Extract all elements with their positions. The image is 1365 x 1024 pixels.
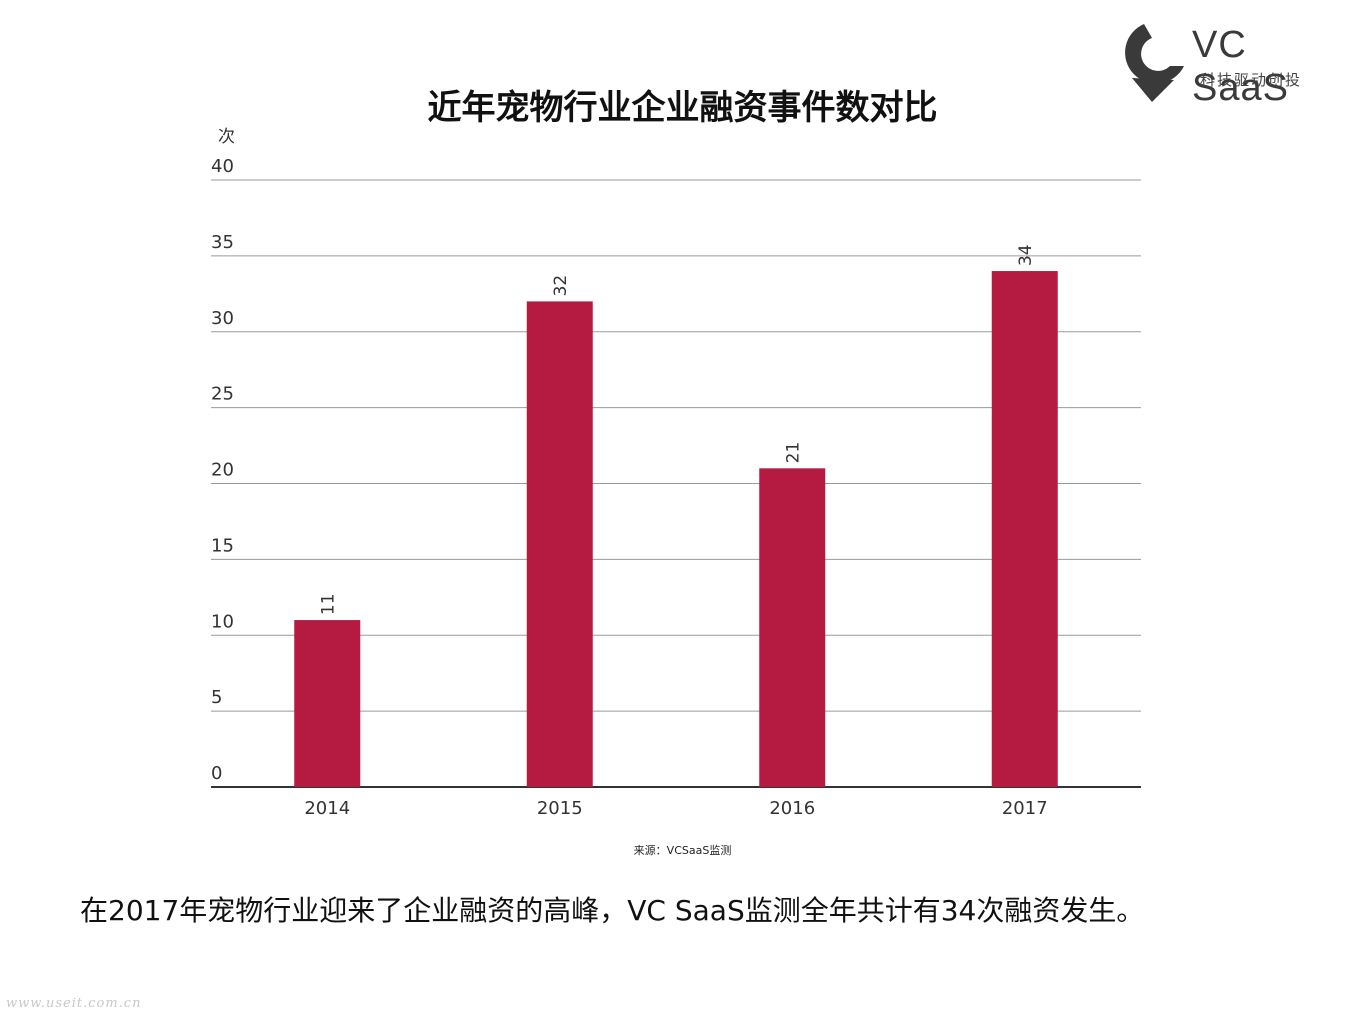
summary-caption: 在2017年宠物行业迎来了企业融资的高峰，VC SaaS监测全年共计有34次融资… [80,894,1145,927]
brand-logo: VC SaaS 科技驱动创投 [1118,22,1348,109]
bar-2014 [294,620,361,787]
x-tick-label: 2016 [769,798,815,819]
y-tick-label: 20 [211,460,234,481]
x-tick-label: 2014 [304,798,350,819]
vcsaas-logo-icon [1125,24,1184,102]
x-tick-label: 2015 [537,798,583,819]
brand-slogan: 科技驱动创投 [1200,71,1303,89]
bar-chart: 次 0 5 10 15 20 25 30 35 40 11 2014 32 2015 21 2016 34 20… [211,127,1141,819]
data-label-2016: 21 [783,442,803,464]
bar-2016 [759,468,826,787]
brand-name: VC SaaS [1192,24,1289,109]
data-label-2017: 34 [1016,244,1036,266]
data-label-2015: 32 [551,275,571,297]
y-tick-label: 35 [211,232,234,253]
y-tick-label: 25 [211,384,234,405]
y-tick-label: 40 [211,156,234,177]
watermark: www.useit.com.cn [6,996,142,1011]
y-tick-label: 5 [211,687,222,708]
data-label-2014: 11 [318,593,338,615]
y-axis-unit-label: 次 [218,127,235,147]
bar-2017 [991,271,1058,787]
bar-2015 [526,301,593,787]
y-tick-label: 10 [211,611,234,632]
y-tick-label: 0 [211,763,222,784]
chart-title: 近年宠物行业企业融资事件数对比 [427,88,938,128]
y-tick-label: 30 [211,308,234,329]
source-note: 来源：VCSaaS监测 [633,844,732,857]
x-tick-label: 2017 [1002,798,1048,819]
y-tick-label: 15 [211,535,234,556]
